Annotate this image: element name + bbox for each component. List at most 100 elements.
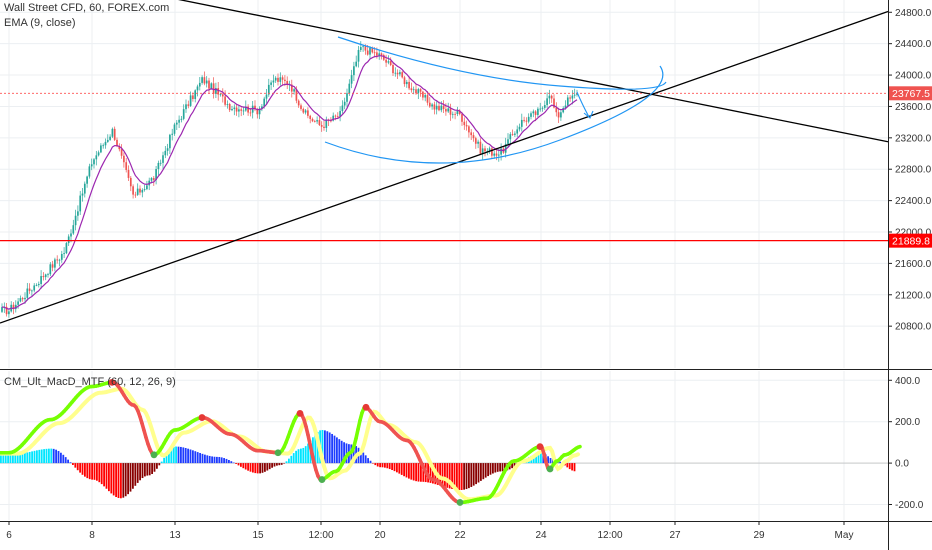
histogram-bar-147 [352,444,355,464]
histogram-bar-10 [24,452,26,464]
support-price-badge: 21889.8 [889,233,932,248]
cross-dot-2 [198,414,206,421]
candle-body-150 [346,93,348,102]
histogram-bar-209 [501,463,504,472]
histogram-bar-76 [182,447,185,464]
histogram-bar-85 [204,454,206,464]
projection-arrow[interactable] [576,91,590,118]
histogram-bar-3 [7,454,9,464]
candle-body-151 [348,83,351,94]
histogram-bar-96 [230,461,233,464]
candle-body-226 [520,119,523,127]
candle-body-20 [47,274,49,276]
candle-body-53 [123,155,125,163]
candle-body-9 [21,298,24,300]
candle-body-161 [371,47,374,53]
symbol-legend[interactable]: Wall Street CFD, 60, FOREX.com [4,2,170,14]
histogram-bar-61 [146,463,149,476]
time-axis[interactable]: 6 8 13 15 12:00 20 22 24 12:00 27 29 May [6,521,853,541]
histogram-bar-170 [408,463,410,479]
histogram-bar-101 [242,463,245,469]
histogram-bar-57 [136,463,139,483]
histogram-bar-131 [314,434,317,464]
histogram-bar-56 [134,463,137,486]
histogram-bar-68 [163,457,165,464]
candle-body-200 [461,114,463,122]
candle-body-196 [451,113,454,115]
histogram-bar-179 [429,463,432,483]
candle-body-177 [408,81,410,89]
histogram-bar-228 [547,456,549,464]
candle-body-102 [235,107,238,112]
candle-body-42 [97,152,100,156]
candle-body-83 [192,95,194,100]
histogram-bar-53 [127,463,129,495]
svg-text:23767.5: 23767.5 [892,88,930,100]
price-axis[interactable]: 24800.0 24400.0 24000.0 23600.0 23200.0 22800… [888,8,932,333]
price-tick-label-0: 24800.0 [895,8,932,19]
histogram-bar-97 [232,462,235,464]
rounding-bottom-arc[interactable] [324,65,664,164]
histogram-bar-52 [124,463,127,497]
histogram-bar-88 [211,456,213,464]
price-tick-label-3: 23600.0 [895,102,932,113]
time-tick-label-7: 24 [535,530,547,541]
candle-body-242 [557,112,560,118]
price-pane[interactable] [0,0,889,368]
time-tick-label-3: 15 [252,530,264,541]
candle-body-176 [405,81,408,85]
time-tick-label-5: 20 [374,530,386,541]
candle-body-34 [79,195,82,212]
candle-body-90 [208,80,210,89]
histogram-bar-183 [439,463,441,486]
candle-body-132 [304,110,307,113]
histogram-bar-124 [297,449,300,464]
candle-body-87 [201,77,203,83]
histogram-bar-175 [420,463,422,482]
histogram-bar-187 [448,463,451,489]
histogram-bar-80 [192,450,194,464]
histogram-bar-70 [168,451,170,464]
indicator-axis[interactable]: 400.0 200.0 0.0 -200.0 [888,376,924,511]
histogram-bar-34 [81,463,84,475]
candle-body-120 [277,77,279,82]
candle-body-92 [212,83,215,94]
candle-body-209 [481,148,484,154]
indicator-legend[interactable]: CM_Ult_MacD_MTF (60, 12, 26, 9) [4,376,176,388]
candle-body-50 [116,139,118,147]
histogram-bar-223 [535,453,537,464]
histogram-bar-31 [74,463,77,468]
candle-body-245 [564,105,567,109]
histogram-bar-9 [21,453,24,464]
candle-body-23 [54,259,56,268]
candle-body-123 [284,79,286,81]
candle-body-238 [548,95,551,99]
candle-body-198 [456,110,459,114]
candle-body-197 [454,113,456,115]
candle-body-21 [49,264,52,275]
candle-body-77 [178,119,180,123]
candle-body-80 [185,104,187,110]
candle-body-169 [389,61,392,65]
histogram-bar-16 [38,449,41,464]
histogram-bar-62 [148,463,151,476]
descending-top-arc[interactable] [337,36,667,90]
histogram-bar-46 [110,463,113,494]
histogram-bar-67 [160,461,163,464]
ascending-trendline[interactable] [0,10,889,324]
macd-cross-dots [108,378,554,506]
cross-dot-6 [362,403,370,411]
histogram-bar-100 [240,463,242,467]
candle-body-211 [486,150,489,152]
indicator-pane[interactable] [0,371,888,520]
candle-body-52 [120,149,123,156]
descending-trendline[interactable] [130,0,889,143]
histogram-bar-41 [98,463,101,483]
histogram-bar-118 [283,463,285,464]
ema-legend[interactable]: EMA (9, close) [4,17,76,29]
candle-body-214 [493,153,496,156]
indicator-tick-label-1: 200.0 [895,417,920,428]
candle-body-40 [93,159,95,165]
candle-body-185 [426,95,429,103]
